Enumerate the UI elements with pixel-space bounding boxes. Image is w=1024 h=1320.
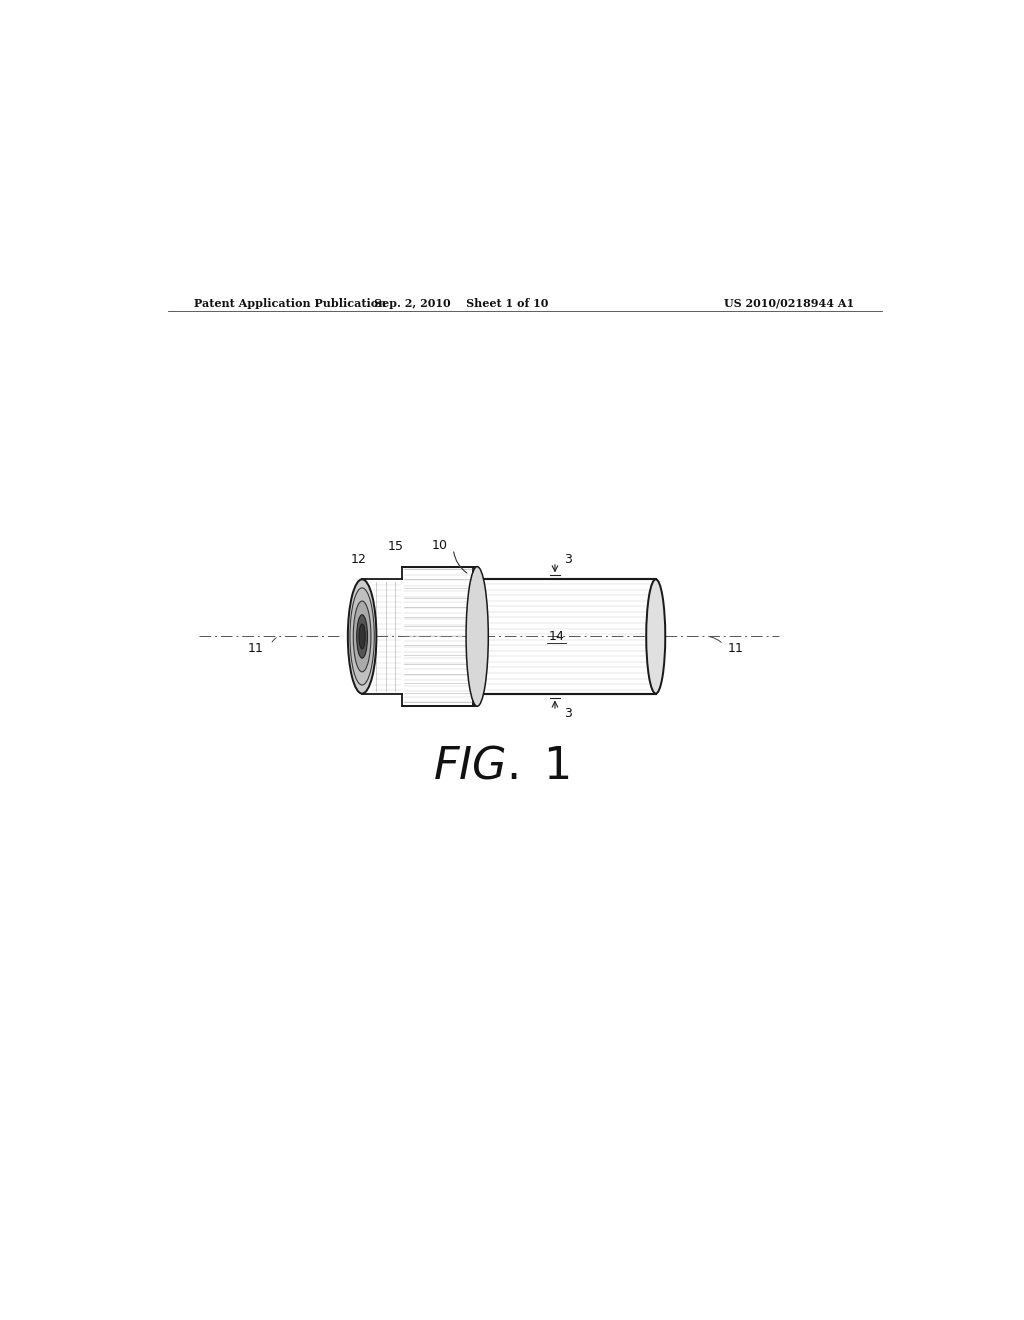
Text: $\it{14}$: $\it{14}$ xyxy=(548,630,565,643)
Text: $\it{3}$: $\it{3}$ xyxy=(564,708,573,719)
Text: $\it{11}$: $\it{11}$ xyxy=(247,642,263,655)
Ellipse shape xyxy=(356,615,368,659)
Ellipse shape xyxy=(359,624,366,649)
Text: $\it{11}$: $\it{11}$ xyxy=(727,642,743,655)
Text: Patent Application Publication: Patent Application Publication xyxy=(194,297,386,309)
Text: $\it{15}$: $\it{15}$ xyxy=(387,540,403,553)
Text: $\it{10}$: $\it{10}$ xyxy=(431,539,449,552)
Text: US 2010/0218944 A1: US 2010/0218944 A1 xyxy=(724,297,854,309)
Text: $\it{12}$: $\it{12}$ xyxy=(350,553,367,566)
Ellipse shape xyxy=(353,601,371,672)
Text: $\it{FIG.\ 1}$: $\it{FIG.\ 1}$ xyxy=(433,744,569,788)
Ellipse shape xyxy=(646,579,666,693)
Text: $\it{3}$: $\it{3}$ xyxy=(564,553,573,566)
Ellipse shape xyxy=(348,579,377,693)
Text: Sep. 2, 2010    Sheet 1 of 10: Sep. 2, 2010 Sheet 1 of 10 xyxy=(374,297,549,309)
Ellipse shape xyxy=(466,566,488,706)
Ellipse shape xyxy=(350,587,374,685)
